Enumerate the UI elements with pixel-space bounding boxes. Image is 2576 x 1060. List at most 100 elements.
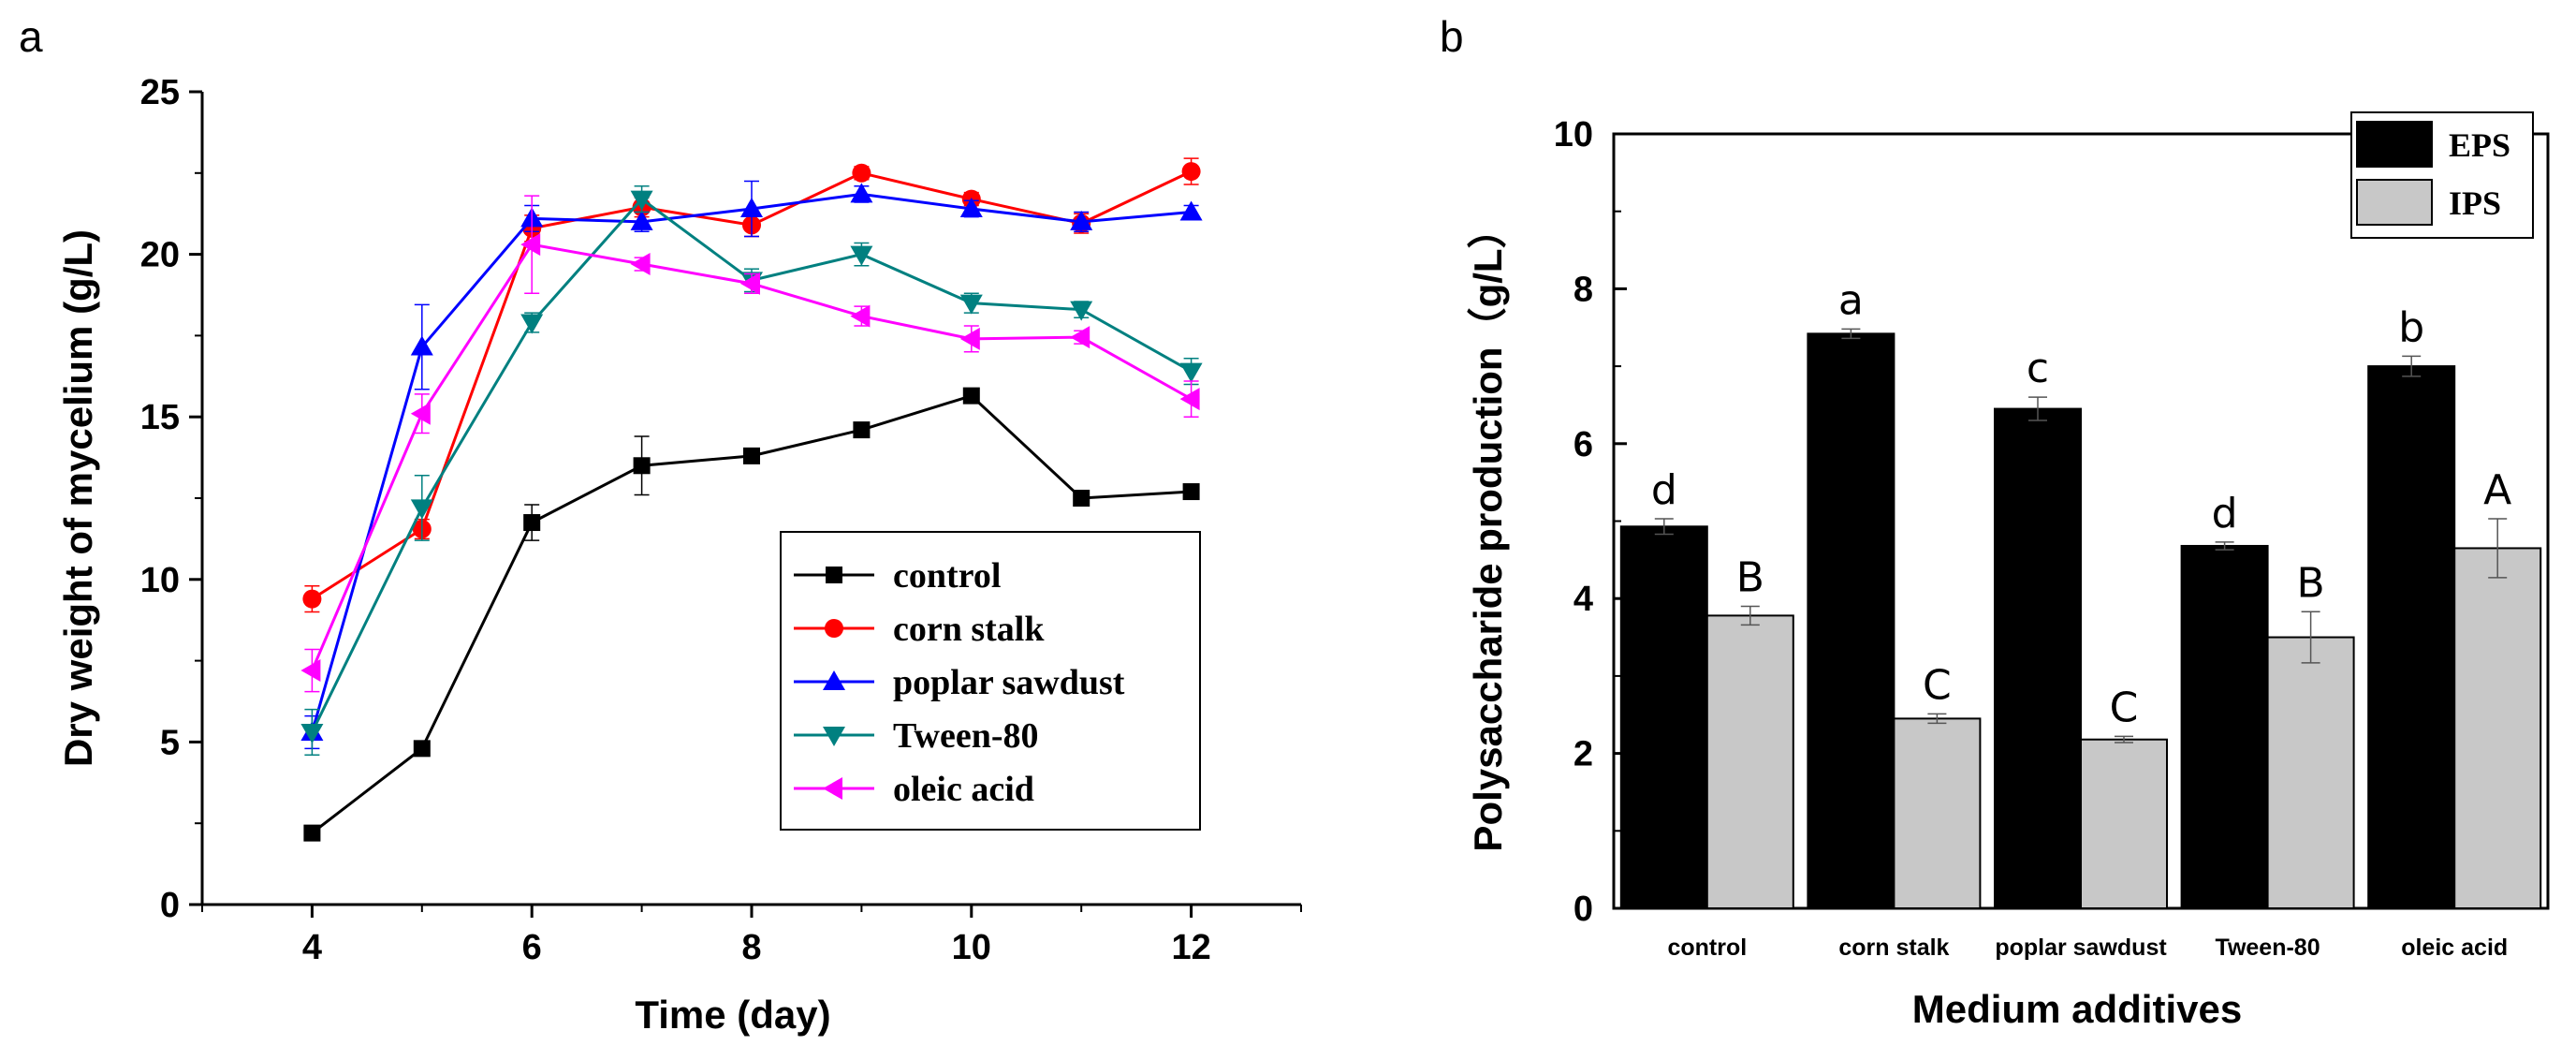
legend-swatch [2356,121,2433,168]
bar-ips [1893,717,1982,910]
panel-a-letter: a [19,12,43,61]
data-point [850,245,873,266]
data-point [850,304,871,328]
data-point [959,294,983,315]
bar-eps [1807,332,1895,909]
y-tick-label: 0 [1573,890,1593,929]
legend-label: corn stalk [893,610,1045,649]
panel-b-letter: b [1440,12,1464,61]
y-tick-label: 4 [1573,580,1593,619]
data-point [630,190,653,211]
bar-eps [2180,544,2269,909]
data-point [410,402,431,425]
bar-eps [2367,365,2456,910]
significance-label: B [2297,559,2325,607]
data-point [1179,388,1200,411]
x-tick-label: 6 [522,928,542,967]
x-tick-label: 12 [1171,928,1210,967]
data-point [1181,162,1201,182]
y-tick-label: 10 [140,561,180,600]
data-point [743,447,760,464]
data-point [1182,483,1200,501]
significance-label: a [1838,276,1864,324]
bar-ips [2453,547,2542,909]
y-tick-label: 25 [140,73,180,112]
y-tick-label: 15 [140,398,180,437]
legend-marker [823,777,842,800]
line-chart-ticks: 0 5 10 15 20 25 4 6 8 10 12 [140,73,1302,967]
data-point [633,457,651,475]
y-tick-label: 2 [1573,735,1593,774]
data-point [959,327,980,350]
data-point [1179,362,1203,383]
data-point [630,210,653,230]
line-chart-x-axis-title: Time (day) [635,993,830,1037]
bar-eps [1994,407,2082,909]
bar-chart-ticks: 0 2 4 6 8 10 [1554,115,1627,929]
significance-label: c [2027,345,2049,392]
data-point [302,589,322,609]
significance-label: d [2212,490,2238,537]
data-point [520,314,544,334]
data-point [1070,210,1093,230]
bar-chart-x-axis-title: Medium additives [1912,987,2242,1031]
series-oleic-acid [300,195,1200,693]
data-point [959,197,983,217]
bar-chart-legend: EPS IPS [2350,111,2534,239]
x-tick-label: 10 [952,928,991,967]
legend-marker [823,670,845,690]
legend-label: EPS [2449,126,2510,164]
data-point [410,335,433,356]
bar-chart-y-axis-title: Polysaccharide production（g/L） [1466,209,1510,851]
significance-label: C [1923,661,1952,709]
significance-label: A [2483,466,2511,514]
legend-marker [823,727,845,746]
category-label: oleic acid [2401,935,2508,961]
data-point [630,253,651,276]
bar-ips [2080,738,2168,909]
bar-chart-panel-b: 0 2 4 6 8 10 Medium additives Polysaccharide … [1466,111,2550,1031]
legend-marker [826,567,842,583]
line-chart-y-axis-title: Dry weight of mycelium (g/L) [56,229,100,767]
data-point [740,197,763,217]
data-point [523,514,541,532]
data-point [300,659,321,683]
category-label: poplar sawdust [1995,935,2167,961]
data-point [413,740,431,758]
y-tick-label: 5 [160,723,180,762]
category-label: control [1667,935,1747,961]
bar-ips [2266,636,2355,909]
bar-eps [1619,525,1708,909]
significance-label: d [1651,466,1677,514]
category-label: corn stalk [1838,935,1949,961]
line-chart-series-group [300,157,1203,842]
y-tick-label: 20 [140,236,180,275]
significance-label: b [2398,303,2424,351]
data-point [740,272,760,295]
y-tick-label: 10 [1554,115,1593,155]
y-tick-label: 8 [1573,270,1593,309]
legend-marker [825,619,843,638]
y-tick-label: 6 [1573,425,1593,464]
legend-label: oleic acid [893,770,1034,809]
data-point [1070,326,1090,349]
data-point [962,387,980,405]
x-tick-label: 8 [741,928,761,967]
bar-group-tween-80: d B Tween-80 [2180,490,2355,961]
bar-ips [1705,614,1794,909]
data-point [300,723,324,743]
data-point [410,499,433,520]
y-tick-label: 0 [160,886,180,925]
data-point [1073,490,1090,507]
data-point [852,163,871,183]
legend-label: IPS [2449,184,2501,222]
category-label: Tween-80 [2216,935,2320,961]
line-chart-legend: control corn stalk poplar sawdust Tween-80 o… [780,531,1201,831]
data-point [853,421,871,439]
data-point [1179,200,1203,221]
legend-label: control [893,556,1001,596]
